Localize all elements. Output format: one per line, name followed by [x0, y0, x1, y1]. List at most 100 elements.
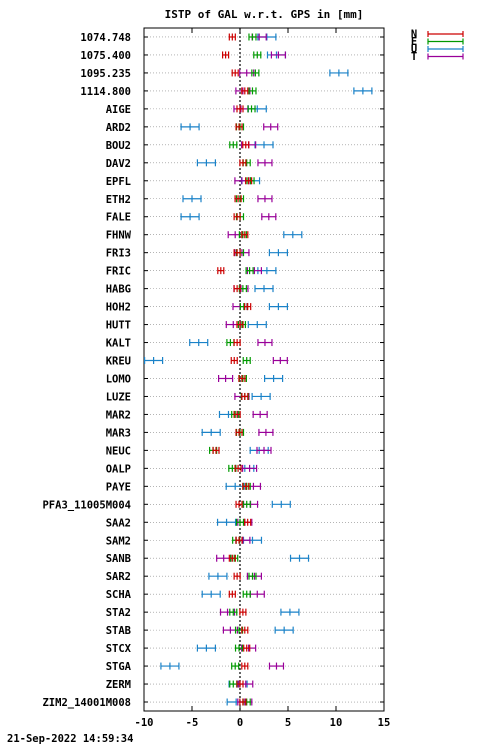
marker-T — [216, 554, 232, 562]
marker-E — [242, 590, 251, 598]
marker-N — [239, 698, 247, 706]
station-label: MAR2 — [106, 409, 131, 421]
marker-E — [229, 608, 238, 616]
marker-T — [256, 446, 272, 454]
marker-U — [208, 572, 228, 580]
marker-N — [233, 410, 241, 418]
marker-E — [253, 51, 262, 59]
station-label: SCHA — [106, 589, 132, 601]
marker-U — [201, 590, 221, 598]
marker-N — [233, 213, 241, 221]
station-label: STCX — [106, 643, 132, 655]
marker-N — [236, 105, 244, 113]
marker-T — [257, 339, 273, 347]
marker-N — [235, 123, 243, 131]
x-tick-label: 5 — [285, 717, 291, 729]
marker-N — [228, 33, 236, 41]
x-tick-label: -5 — [186, 717, 199, 729]
station-label: FRIC — [106, 266, 131, 278]
station-label: FRI3 — [106, 248, 131, 260]
marker-T — [258, 428, 274, 436]
marker-N — [243, 644, 251, 652]
station-label: 1075.400 — [80, 50, 131, 62]
station-label: 1114.800 — [80, 86, 131, 98]
marker-U — [201, 428, 221, 436]
marker-N — [228, 554, 236, 562]
marker-N — [239, 608, 247, 616]
station-label: KALT — [106, 338, 131, 350]
x-tick-label: -10 — [135, 717, 154, 729]
marker-U — [251, 392, 271, 400]
marker-E — [242, 357, 251, 365]
station-label: MAR3 — [106, 427, 131, 439]
marker-E — [234, 644, 244, 652]
legend-key: U — [411, 44, 417, 56]
marker-U — [274, 626, 294, 634]
marker-U — [268, 249, 288, 257]
plot-frame — [143, 27, 385, 712]
station-label: ARD2 — [106, 122, 131, 134]
station-label: PFA3_11005M004 — [42, 499, 131, 511]
station-label: ZERM — [106, 679, 131, 691]
marker-T — [272, 357, 288, 365]
marker-E — [245, 267, 254, 275]
legend-key: N — [411, 29, 417, 41]
marker-N — [233, 285, 241, 293]
marker-U — [254, 141, 274, 149]
marker-N — [228, 590, 236, 598]
marker-N — [230, 357, 238, 365]
marker-N — [242, 141, 250, 149]
station-label: ZIM2_14001M008 — [42, 697, 131, 709]
x-tick-label: 10 — [330, 717, 343, 729]
marker-T — [249, 590, 265, 598]
marker-N — [236, 321, 244, 329]
x-tick-label: 15 — [378, 717, 391, 729]
station-label: BOU2 — [106, 140, 131, 152]
marker-U — [180, 123, 200, 131]
marker-N — [235, 428, 243, 436]
marker-U — [180, 213, 200, 221]
marker-E — [229, 680, 238, 688]
marker-U — [196, 644, 216, 652]
marker-N — [222, 51, 230, 59]
legend-key: T — [411, 51, 417, 63]
marker-E — [235, 518, 245, 526]
marker-N — [234, 195, 242, 203]
timestamp: 21-Sep-2022 14:59:34 — [7, 733, 134, 745]
marker-T — [242, 464, 258, 472]
marker-N — [234, 464, 242, 472]
marker-U — [144, 357, 164, 365]
marker-E — [231, 662, 240, 670]
marker-N — [241, 626, 249, 634]
marker-T — [257, 195, 273, 203]
marker-U — [329, 69, 349, 77]
marker-N — [233, 249, 241, 257]
marker-T — [257, 159, 273, 167]
marker-U — [160, 662, 180, 670]
station-label: PAYE — [106, 481, 131, 493]
marker-N — [242, 482, 250, 490]
station-label: LUZE — [106, 391, 131, 403]
station-label: STAB — [106, 625, 131, 637]
marker-N — [233, 572, 241, 580]
station-label: STGA — [106, 661, 132, 673]
x-tick-label: 0 — [237, 717, 243, 729]
marker-E — [226, 339, 235, 347]
marker-T — [263, 123, 279, 131]
marker-U — [196, 159, 216, 167]
marker-N — [239, 159, 247, 167]
station-label: SAR2 — [106, 571, 131, 583]
marker-U — [225, 482, 245, 490]
marker-T — [261, 213, 277, 221]
marker-N — [241, 231, 249, 239]
station-label: OALP — [106, 463, 131, 475]
station-label: HUTT — [106, 320, 131, 332]
marker-N — [233, 339, 241, 347]
marker-N — [235, 536, 243, 544]
marker-U — [216, 518, 237, 526]
station-label: HOH2 — [106, 302, 131, 314]
marker-E — [247, 105, 256, 113]
marker-U — [353, 87, 373, 95]
marker-E — [248, 87, 257, 95]
